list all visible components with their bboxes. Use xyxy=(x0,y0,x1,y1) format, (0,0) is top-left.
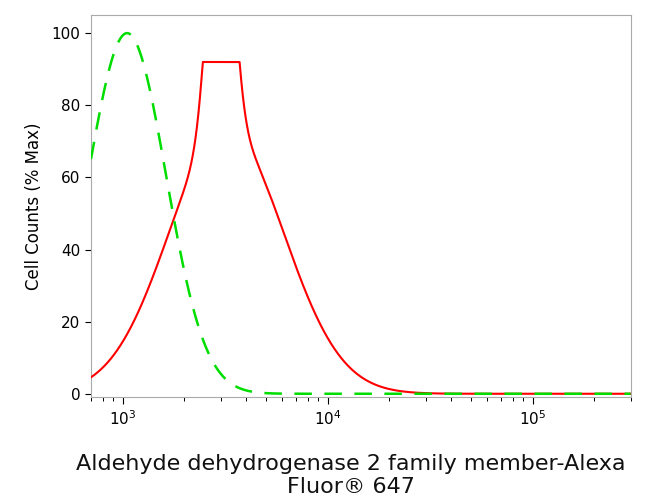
Y-axis label: Cell Counts (% Max): Cell Counts (% Max) xyxy=(25,122,44,290)
Text: Aldehyde dehydrogenase 2 family member-Alexa
Fluor® 647: Aldehyde dehydrogenase 2 family member-A… xyxy=(76,454,626,497)
